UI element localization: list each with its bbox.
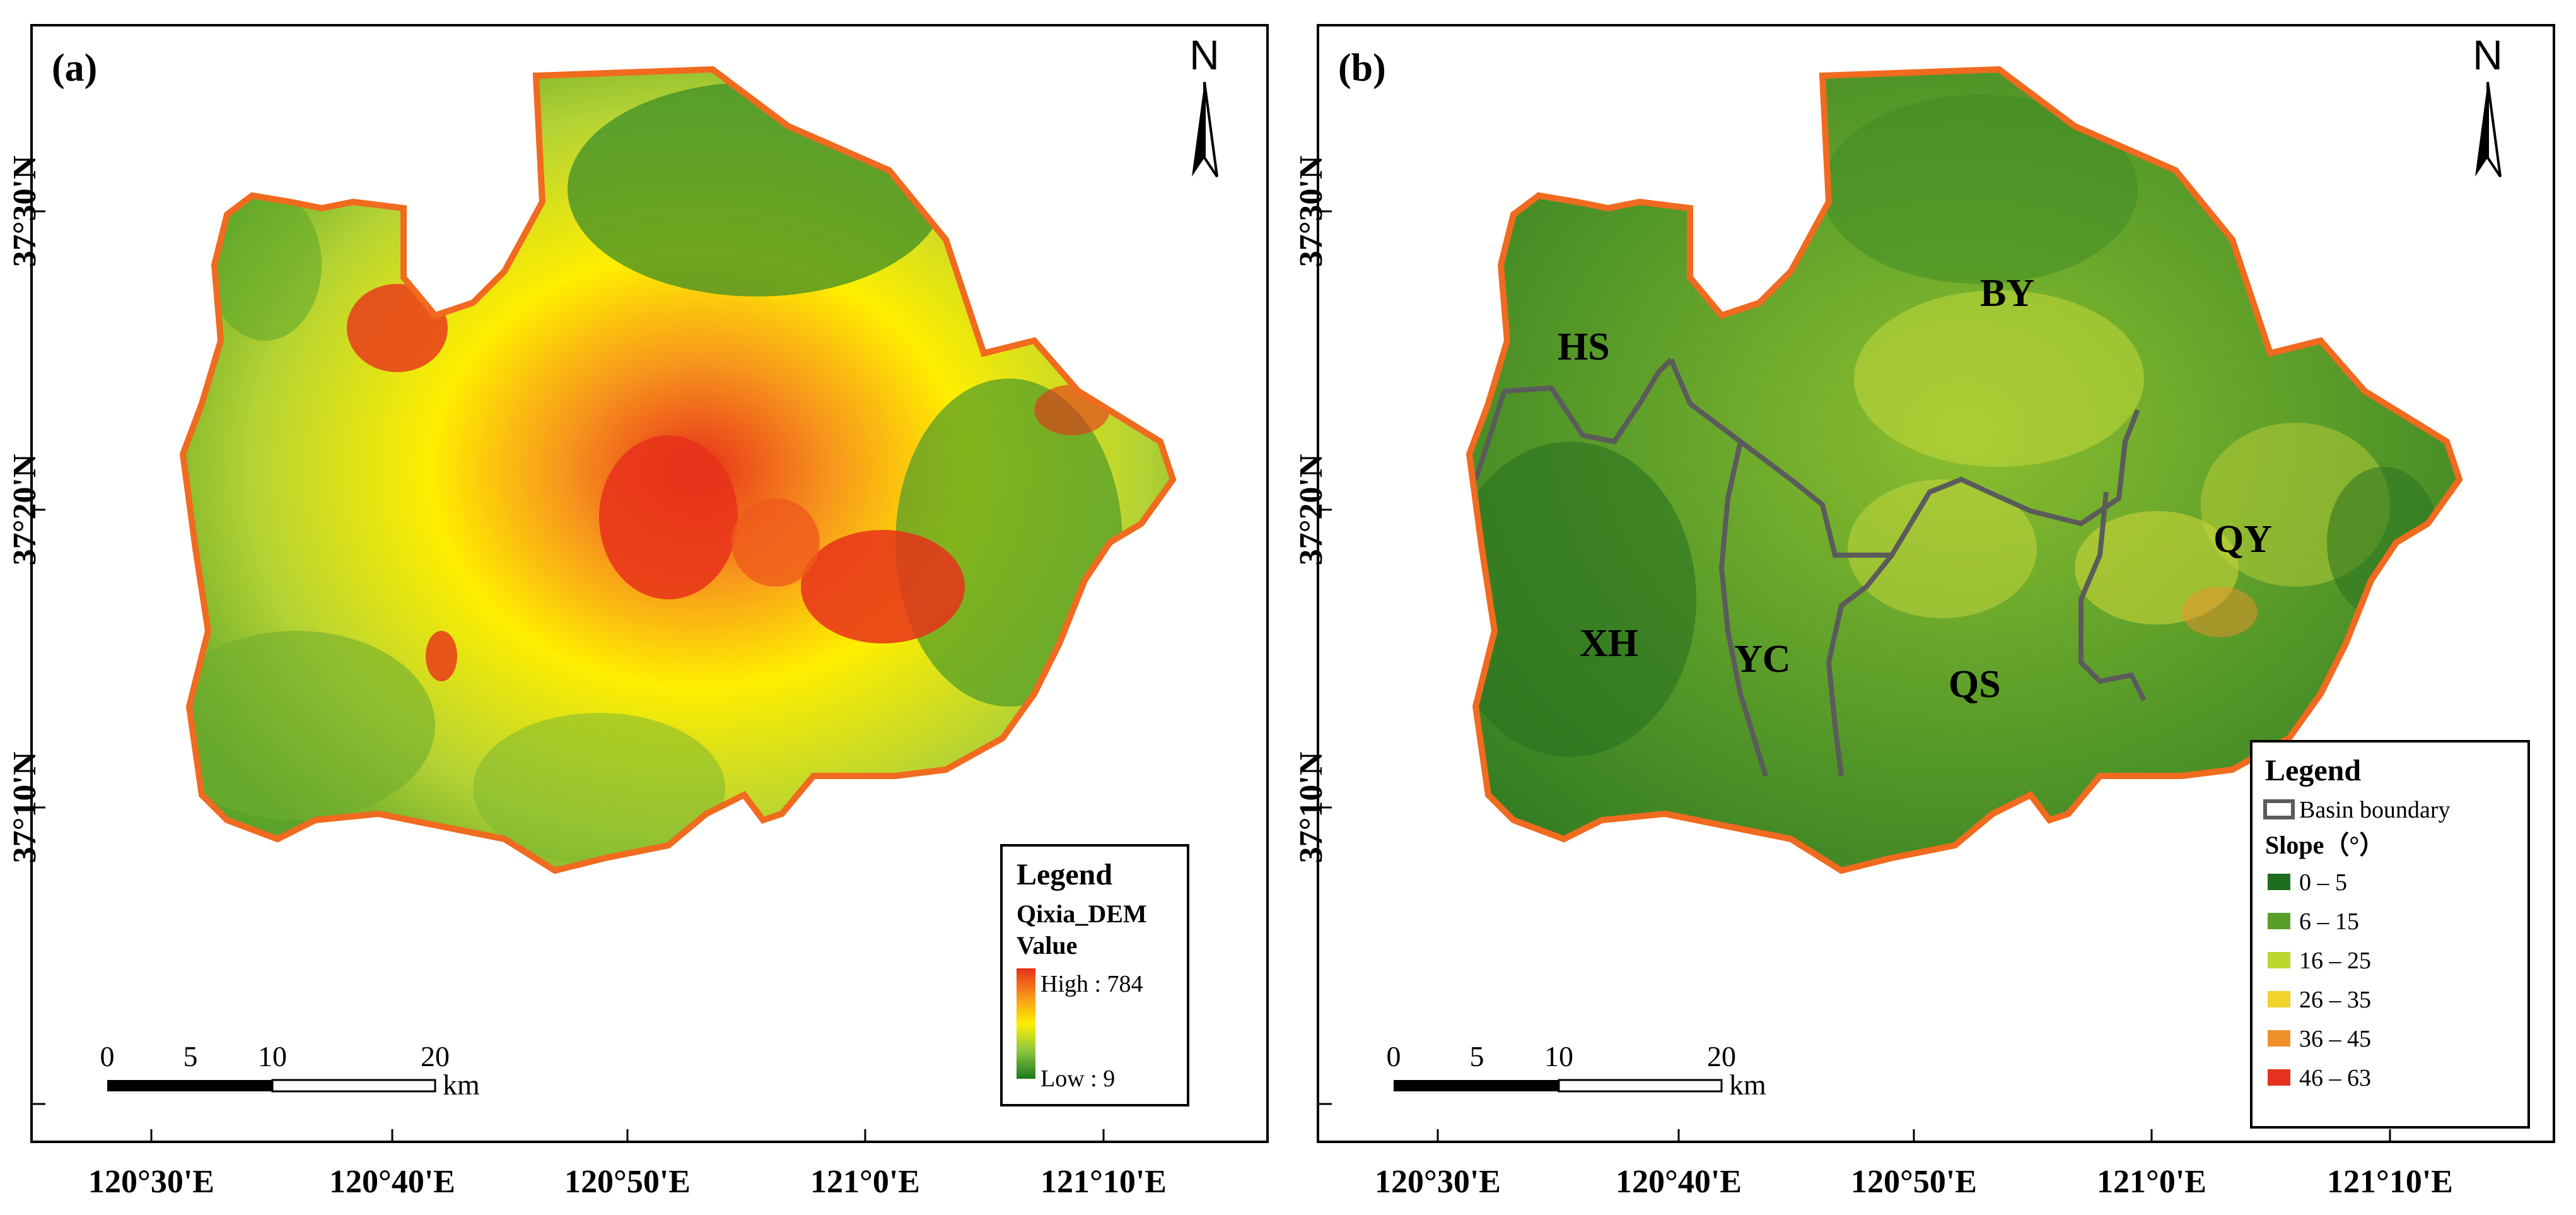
legend-color-ramp	[1017, 968, 1035, 1079]
slope-class-swatch	[2268, 913, 2290, 929]
slope-class-swatch	[2268, 1030, 2290, 1047]
basin-label-by: BY	[1980, 272, 2034, 315]
north-arrow-icon: N	[2473, 32, 2503, 178]
scale-bar: 0 5 10 20 km	[1387, 1040, 1767, 1101]
scale-tick: 5	[1470, 1040, 1484, 1072]
slope-class-swatch	[2268, 1069, 2290, 1086]
y-axis-ticks: 37°30'N 37°20'N 37°10'N	[7, 156, 45, 1105]
dem-terrain-patches	[183, 82, 1122, 864]
scale-tick: 20	[421, 1040, 450, 1072]
slope-class-label: 26 – 35	[2299, 987, 2371, 1013]
panel-label: (a)	[52, 47, 97, 90]
slope-class-swatch	[2268, 991, 2290, 1007]
basin-label-xh: XH	[1580, 622, 1638, 665]
legend-box: Legend Qixia_DEM Value High : 784 Low : …	[1000, 844, 1189, 1106]
x-tick-label: 120°30'E	[1375, 1164, 1501, 1200]
x-tick-label: 121°0'E	[810, 1164, 920, 1200]
legend-title: Legend	[1017, 858, 1112, 891]
slope-class-swatch	[2268, 952, 2290, 968]
scale-tick: 0	[1387, 1040, 1401, 1072]
y-tick-label: 37°20'N	[1293, 454, 1329, 566]
panel-b-slope-map: HS BY XH YC QS QY (b) N 37°30'N 37°20'N …	[1286, 0, 2573, 1215]
scale-unit: km	[1729, 1069, 1766, 1101]
panel-a-dem-map: (a) N 37°30'N 37°20'N 37°10'N 120°30'E 1…	[0, 0, 1286, 1215]
slope-class-label: 0 – 5	[2299, 869, 2347, 896]
x-tick-label: 120°50'E	[1851, 1164, 1977, 1200]
basin-label-qy: QY	[2213, 518, 2272, 561]
x-axis-ticks: 120°30'E 120°40'E 120°50'E 121°0'E 121°1…	[88, 1129, 1167, 1200]
y-axis-ticks: 37°30'N 37°20'N 37°10'N	[1293, 156, 1332, 1105]
scale-bar: 0 5 10 20 km	[100, 1040, 481, 1101]
slope-class-label: 6 – 15	[2299, 908, 2359, 935]
x-tick-label: 120°40'E	[329, 1164, 455, 1200]
y-tick-label: 37°30'N	[7, 156, 43, 267]
slope-class-label: 46 – 63	[2299, 1065, 2371, 1091]
north-letter: N	[1189, 32, 1220, 78]
y-tick-label: 37°10'N	[1293, 752, 1329, 864]
basin-label-yc: YC	[1734, 638, 1791, 681]
slope-class-label: 36 – 45	[2299, 1026, 2371, 1052]
slope-class-swatch	[2268, 874, 2290, 890]
panel-label: (b)	[1338, 47, 1386, 90]
study-area-boundary	[1466, 66, 2463, 874]
x-tick-label: 121°10'E	[2327, 1164, 2453, 1200]
y-tick-label: 37°10'N	[7, 752, 43, 864]
x-tick-label: 121°10'E	[1040, 1164, 1167, 1200]
basin-boundary-swatch	[2263, 799, 2295, 819]
legend-title: Legend	[2265, 754, 2361, 787]
legend-high-value: High : 784	[1040, 971, 1143, 997]
y-tick-label: 37°20'N	[7, 454, 43, 566]
scale-unit: km	[443, 1069, 480, 1101]
panel-a-svg: (a) N 37°30'N 37°20'N 37°10'N 120°30'E 1…	[7, 24, 1269, 1200]
north-letter: N	[2473, 32, 2503, 78]
x-tick-label: 120°50'E	[564, 1164, 691, 1200]
scale-tick: 10	[1544, 1040, 1573, 1072]
dem-raster	[179, 66, 1177, 874]
legend-low-value: Low : 9	[1040, 1065, 1115, 1092]
x-tick-label: 120°40'E	[1616, 1164, 1742, 1200]
basin-label-qs: QS	[1949, 663, 2001, 706]
legend-field-name: Value	[1017, 931, 1077, 960]
slope-class-list: 0 – 5 6 – 15 16 – 25 26 – 35 36 – 45 46 – 63	[2268, 869, 2371, 1091]
basin-boundaries	[1473, 358, 2147, 777]
study-area-boundary	[179, 66, 1177, 874]
legend-slope-title: Slope（°）	[2265, 831, 2384, 859]
x-axis-ticks: 120°30'E 120°40'E 120°50'E 121°0'E 121°1…	[1375, 1129, 2453, 1200]
north-arrow-icon: N	[1189, 32, 1220, 178]
slope-class-label: 16 – 25	[2299, 948, 2371, 974]
y-tick-label: 37°30'N	[1293, 156, 1329, 267]
basin-label-hs: HS	[1558, 326, 1610, 368]
legend-boundary-label: Basin boundary	[2299, 797, 2451, 823]
legend-box: Legend Basin boundary Slope（°） 0 – 5 6 – …	[2250, 740, 2530, 1129]
legend-layer-name: Qixia_DEM	[1017, 900, 1147, 928]
panel-b-svg: HS BY XH YC QS QY (b) N 37°30'N 37°20'N …	[1293, 24, 2555, 1200]
x-tick-label: 120°30'E	[88, 1164, 214, 1200]
x-tick-label: 121°0'E	[2097, 1164, 2206, 1200]
scale-tick: 10	[258, 1040, 287, 1072]
scale-tick: 5	[184, 1040, 198, 1072]
scale-tick: 0	[100, 1040, 115, 1072]
scale-tick: 20	[1707, 1040, 1736, 1072]
